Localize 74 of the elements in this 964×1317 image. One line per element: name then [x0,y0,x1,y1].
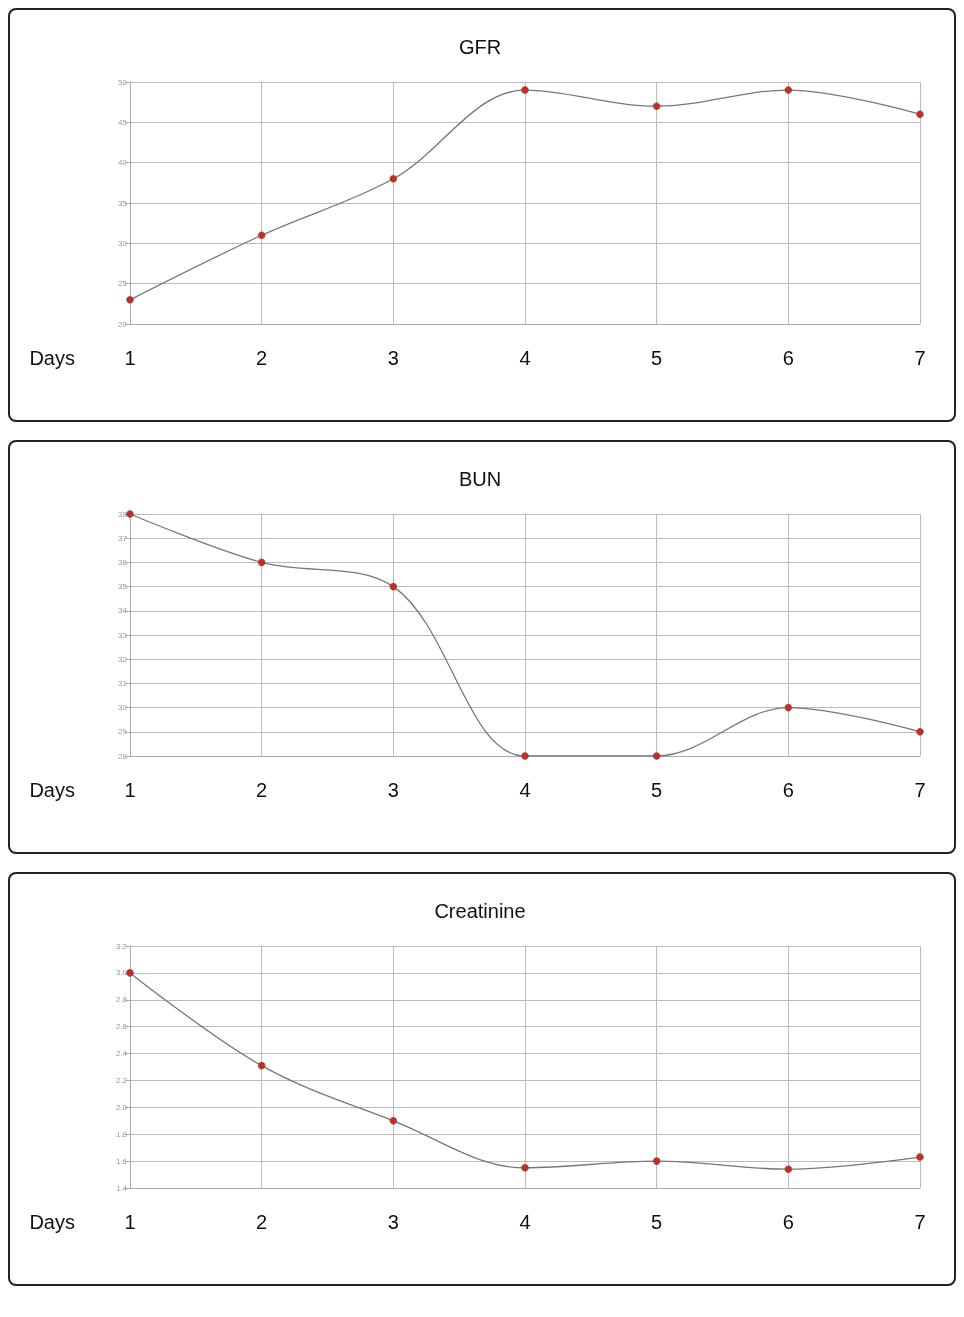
x-tick-label: 5 [651,779,663,801]
y-tick-label: 31 [118,678,128,688]
point [257,231,266,240]
chart-title: BUN [458,468,502,490]
y-tick-label: 50 [118,77,128,87]
x-tick-label: 1 [124,347,136,369]
point [521,86,529,94]
x-axis-title: Days [29,1211,75,1233]
x-tick-label: 5 [651,1211,663,1233]
y-tick-label: 2.6 [115,1022,128,1032]
point [126,969,134,977]
point [916,728,924,736]
y-tick-label: 29 [118,727,128,737]
point [257,558,266,567]
x-tick-label: 3 [387,779,399,801]
point [126,296,134,304]
y-tick-label: 20 [118,319,128,329]
point [389,582,398,591]
point [916,110,924,119]
x-tick-label: 5 [651,347,663,369]
point [784,86,793,94]
y-tick-label: 32 [118,654,128,664]
y-tick-label: 37 [118,533,128,543]
x-tick-label: 7 [914,1211,926,1233]
y-tick-label: 1.4 [115,1183,128,1193]
point [521,1164,529,1172]
y-tick-label: 40 [118,158,128,168]
point [652,102,661,110]
point [257,1061,266,1070]
x-tick-label: 4 [519,1211,531,1233]
point [784,703,793,712]
y-tick-label: 1.6 [115,1156,128,1166]
y-tick-label: 3.2 [115,941,128,951]
y-tick-label: 30 [118,238,128,248]
x-tick-label: 6 [782,779,794,801]
x-tick-label: 2 [256,779,268,801]
x-axis-title: Days [29,779,75,801]
point [916,1153,924,1161]
chart-title: Creatinine [434,900,526,922]
x-tick-label: 2 [256,347,268,369]
x-tick-label: 3 [387,1211,399,1233]
y-tick-label: 25 [118,279,128,289]
point [389,1116,398,1125]
x-tick-label: 7 [914,347,926,369]
x-tick-label: 4 [519,779,531,801]
y-tick-label: 28 [118,751,128,761]
y-tick-label: 2.8 [115,995,128,1005]
y-tick-label: 33 [118,630,128,640]
point [784,1165,793,1173]
x-tick-label: 6 [782,1211,794,1233]
x-tick-label: 6 [782,347,794,369]
x-tick-label: 7 [914,779,926,801]
point [521,752,529,760]
x-tick-label: 1 [124,779,136,801]
y-tick-label: 1.8 [115,1129,128,1139]
y-tick-label: 36 [118,557,128,567]
point [389,175,398,183]
y-tick-label: 30 [118,703,128,713]
x-tick-label: 3 [387,347,399,369]
chart-title: GFR [458,36,502,58]
y-tick-label: 38 [118,509,128,519]
y-tick-label: 35 [118,198,128,208]
point [652,752,661,760]
y-tick-label: 35 [118,582,128,592]
y-tick-label: 45 [118,117,128,127]
point [652,1157,661,1165]
x-axis-title: Days [29,347,75,369]
x-tick-label: 2 [256,1211,268,1233]
y-tick-label: 34 [118,606,128,616]
y-tick-label: 2.4 [115,1049,128,1059]
y-tick-label: 2.2 [115,1075,128,1085]
x-tick-label: 1 [124,1211,136,1233]
y-tick-label: 2.0 [115,1102,128,1112]
x-tick-label: 4 [519,347,531,369]
